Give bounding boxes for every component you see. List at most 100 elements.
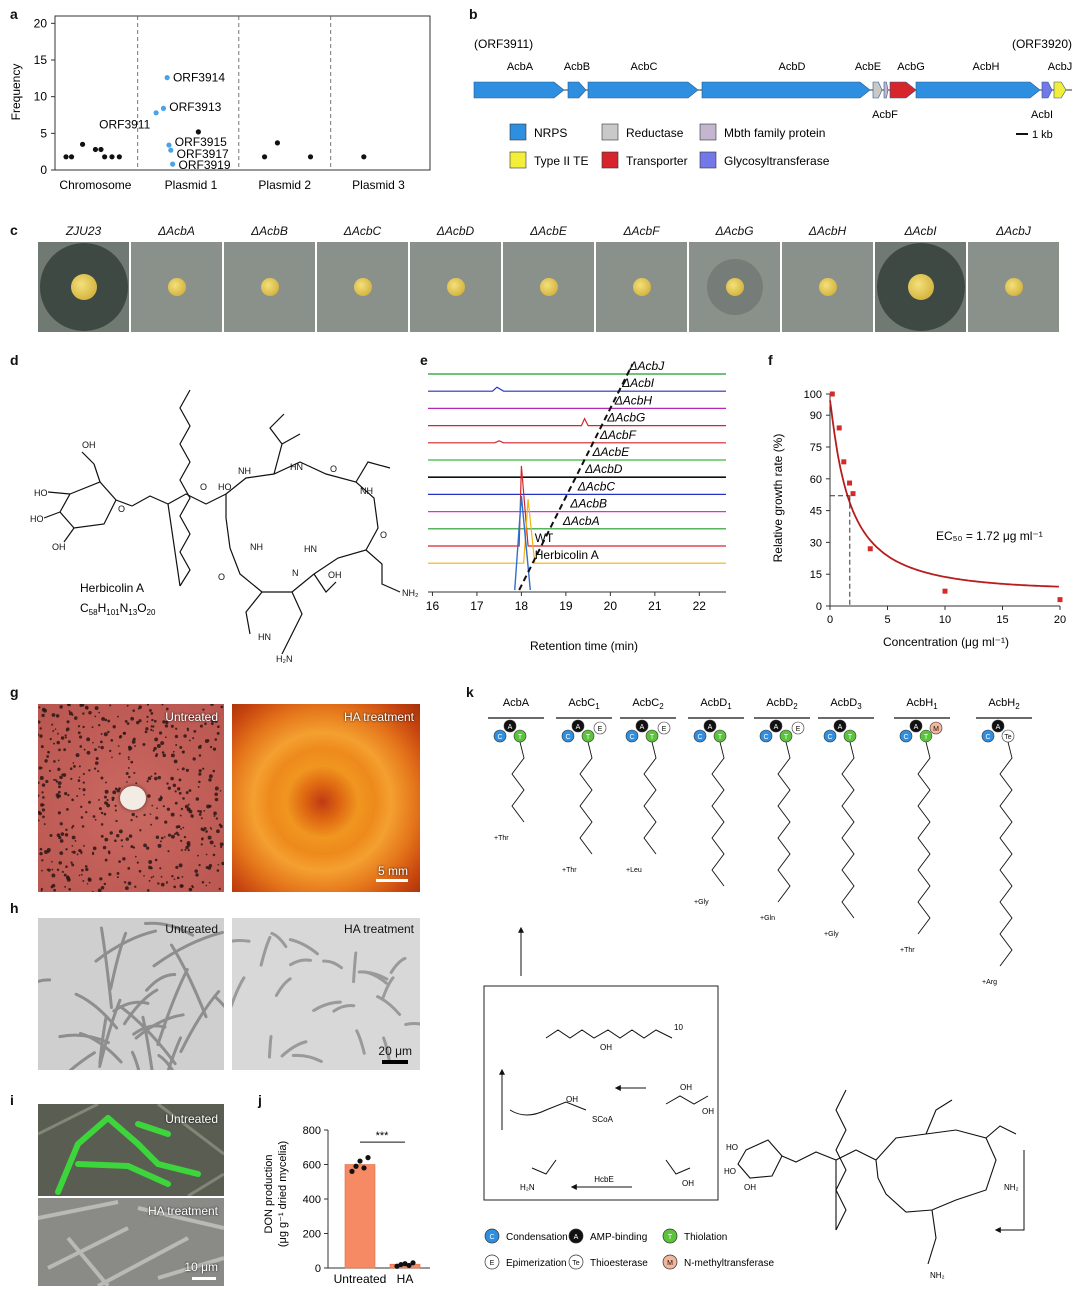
spore-dot <box>117 745 120 747</box>
spore-dot <box>158 797 162 802</box>
plate-untreated: Untreated <box>38 704 224 892</box>
legend-domain-label: Epimerization <box>506 1258 567 1269</box>
hypha <box>94 929 158 963</box>
legend-swatch <box>699 123 717 141</box>
spore-dot <box>93 767 97 770</box>
spore-dot <box>57 767 61 771</box>
domain-circle <box>833 719 847 733</box>
hypha <box>68 1051 96 1070</box>
spore-dot <box>104 837 109 842</box>
module-label: AcbD2 <box>766 697 798 711</box>
spore-dot <box>98 799 100 801</box>
spore-dot <box>51 883 56 888</box>
spore-dot <box>39 734 43 738</box>
svg-text:HO: HO <box>724 1167 736 1176</box>
domain-code: C <box>827 734 832 741</box>
starter-unit-box <box>483 985 719 1201</box>
spore-dot <box>42 796 45 799</box>
spore-dot <box>219 790 222 792</box>
spore-dot <box>127 756 130 759</box>
spore-dot <box>103 732 108 737</box>
spore-dot <box>78 765 81 768</box>
conidium <box>291 1053 323 1063</box>
module-substrate: +Thr <box>494 835 509 842</box>
spore-dot <box>83 793 86 796</box>
conidium <box>355 1029 366 1055</box>
spore-dot <box>182 750 185 753</box>
strain-label: ΔAcbD <box>436 224 475 238</box>
spore-dot <box>130 716 135 721</box>
spore-dot <box>124 886 129 891</box>
conidium <box>381 976 395 1000</box>
spore-dot <box>124 720 128 723</box>
chromatogram-label: Herbicolin A <box>535 548 599 562</box>
spore-dot <box>62 773 67 777</box>
spore-dot <box>208 778 212 782</box>
conidium <box>232 976 246 1008</box>
chart-e-xtick-label: 16 <box>426 599 440 613</box>
chart-j: 0 200 400 600 800 Untreated HA *** DON producti… <box>263 1125 430 1286</box>
spore-dot <box>195 797 200 801</box>
chromatogram-label: ΔAcbH <box>614 393 653 407</box>
svg-text:O: O <box>218 572 225 582</box>
spore-dot <box>57 759 60 762</box>
module-substrate: +Thr <box>562 867 577 874</box>
chart-j-point <box>398 1261 404 1268</box>
panel-label-g: g <box>10 684 19 700</box>
gene-label: AcbI <box>1031 109 1053 121</box>
chart-e-xtick-label: 22 <box>693 599 707 613</box>
compound-formula: C58H101N13O20 <box>80 601 156 617</box>
domain-code: C <box>763 734 768 741</box>
gene-arrow-acbh <box>915 81 1041 99</box>
spore-dot <box>126 722 130 725</box>
peptide-chain <box>917 741 931 935</box>
conidium <box>259 935 272 967</box>
hypha <box>144 921 195 937</box>
domain-code: C <box>697 734 702 741</box>
spore-dot <box>128 747 132 751</box>
module-label: AcbA <box>503 697 530 709</box>
spore-dot <box>41 713 45 718</box>
spore-dot <box>174 790 177 793</box>
legend-swatch <box>601 151 619 169</box>
gene-label: AcbF <box>872 109 898 121</box>
spore-dot <box>112 790 117 795</box>
spore-dot <box>84 705 89 710</box>
spore-dot <box>154 858 158 862</box>
gene-label: AcbH <box>973 61 1000 73</box>
svg-text:HO: HO <box>34 488 48 498</box>
svg-text:O: O <box>200 482 207 492</box>
spore-dot <box>71 863 75 867</box>
fluor-untreated: Untreated <box>38 1104 224 1196</box>
spore-dot <box>71 835 76 840</box>
domain-code: C <box>985 734 990 741</box>
spore-dot <box>190 814 194 818</box>
hypha <box>109 931 128 991</box>
chart-f-point <box>850 491 856 497</box>
spore-dot <box>127 867 131 870</box>
chart-a-point <box>68 154 75 160</box>
spore-dot <box>162 720 166 724</box>
spore-dot <box>57 781 62 785</box>
spore-dot <box>82 879 85 882</box>
spore-dot <box>65 848 68 851</box>
legend-domain-code: E <box>490 1260 495 1267</box>
chart-a-ytick-label: 20 <box>34 16 48 30</box>
spore-dot <box>208 881 211 884</box>
spore-dot <box>139 829 142 832</box>
spore-dot <box>66 720 70 724</box>
spore-dot <box>205 884 208 887</box>
legend-swatch <box>509 151 527 169</box>
spore-dot <box>135 782 138 785</box>
domain-circle <box>561 729 575 743</box>
panel-label-j: j <box>258 1092 262 1108</box>
spore-dot <box>159 867 162 870</box>
spore-dot <box>118 860 121 863</box>
domain-code: A <box>774 724 779 731</box>
spore-dot <box>72 762 75 764</box>
herbicolin-structure: OH HO HO OH O O HO NH HN O NH O NH₂ HN N… <box>30 389 419 664</box>
i-scale-label: 10 μm <box>184 1260 218 1274</box>
spore-dot <box>94 715 97 718</box>
spore-dot <box>38 766 42 770</box>
plate-ha-treatment: HA treatment 5 mm <box>232 704 420 892</box>
